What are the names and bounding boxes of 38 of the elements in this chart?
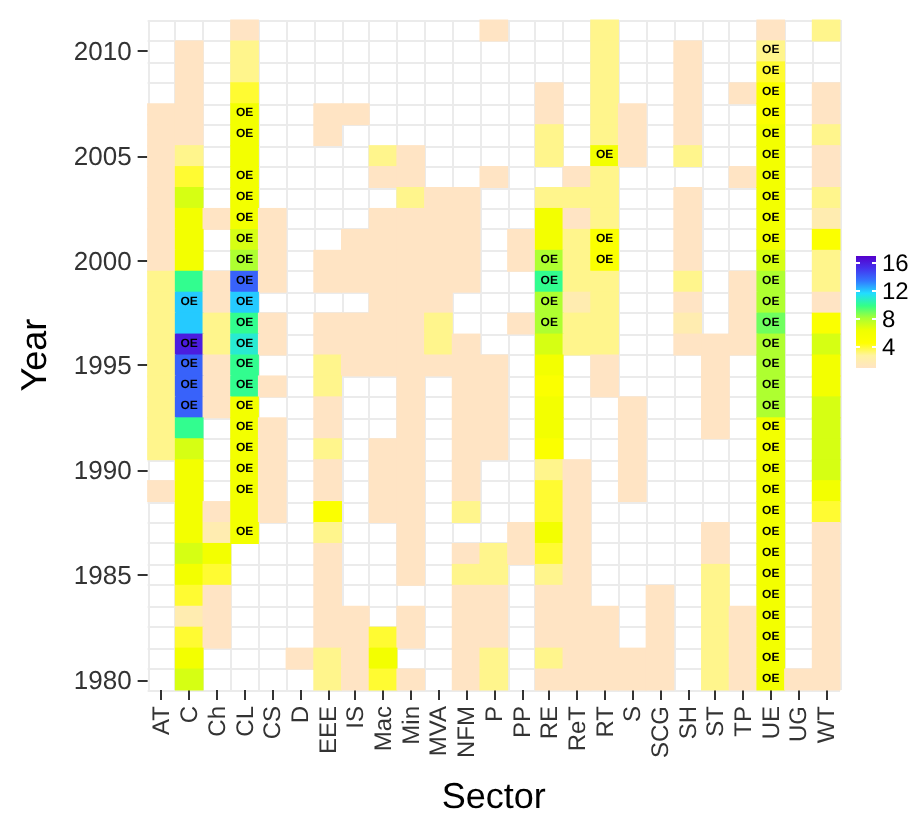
color-bar-label: 12 <box>882 277 910 305</box>
x-tick-label: Mac <box>369 706 398 752</box>
y-tick-label: 1990 <box>73 455 132 486</box>
color-bar-label: 16 <box>882 249 910 277</box>
color-bar-label: 4 <box>882 333 896 361</box>
x-tick-label: TP <box>729 706 758 737</box>
x-tick-label: RT <box>590 704 619 738</box>
y-tick-label: 2010 <box>73 36 132 67</box>
x-tick-label: UE <box>756 706 785 740</box>
x-tick-label: WT <box>812 704 841 744</box>
y-tick-label: 1985 <box>73 559 132 590</box>
y-tick-label: 1980 <box>73 664 132 695</box>
x-tick-label: SH <box>673 706 702 740</box>
y-tick-label: 1995 <box>73 350 132 381</box>
x-tick-label: D <box>285 705 314 724</box>
x-tick-label: C <box>175 705 204 724</box>
color-bar-label: 8 <box>882 305 896 333</box>
y-tick-label: 2000 <box>73 245 132 276</box>
x-tick-label: Min <box>396 706 425 745</box>
x-axis-title: Sector <box>441 776 546 816</box>
x-tick-label: AT <box>147 704 176 735</box>
x-tick-label: CL <box>230 705 259 737</box>
x-tick-label: RE <box>535 706 564 740</box>
y-tick-label: 2005 <box>73 141 132 172</box>
x-tick-label: PP <box>507 706 536 739</box>
x-tick-label: IS <box>341 706 370 729</box>
x-tick-label: CS <box>258 706 287 740</box>
x-tick-label: ST <box>701 704 730 737</box>
x-tick-label: P <box>479 706 508 723</box>
x-tick-label: Ch <box>202 706 231 737</box>
x-tick-label: EEE <box>313 706 342 755</box>
x-tick-label: S <box>618 706 647 723</box>
x-tick-label: ReT <box>562 704 591 752</box>
x-tick-label: SCG <box>645 706 674 759</box>
x-tick-label: NFM <box>452 706 481 758</box>
x-tick-label: UG <box>784 706 813 742</box>
x-tick-label: MVA <box>424 706 453 757</box>
y-axis-title: Year <box>14 318 54 392</box>
